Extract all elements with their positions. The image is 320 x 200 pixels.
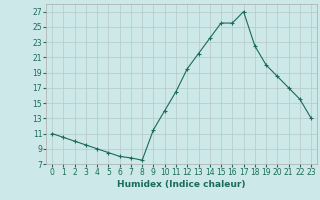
X-axis label: Humidex (Indice chaleur): Humidex (Indice chaleur) [117,180,246,189]
